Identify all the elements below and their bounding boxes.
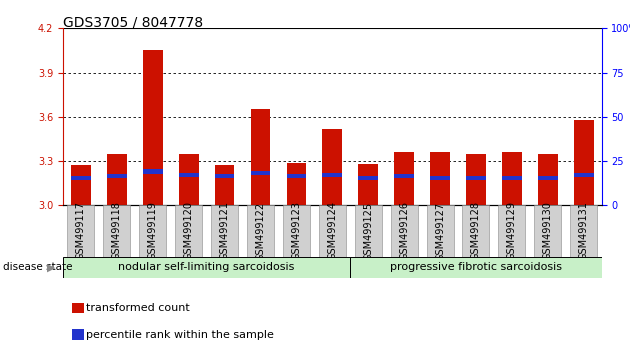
Bar (574, 173, 593, 177)
Bar (107, 175, 127, 178)
Text: GSM499117: GSM499117 (76, 201, 86, 261)
Bar (323, 173, 342, 177)
FancyBboxPatch shape (570, 205, 597, 257)
Bar (107, 154, 127, 205)
Bar (538, 176, 558, 179)
Bar (358, 176, 378, 179)
Text: GSM499119: GSM499119 (148, 201, 158, 261)
FancyBboxPatch shape (247, 205, 274, 257)
FancyBboxPatch shape (63, 257, 350, 278)
Bar (323, 129, 342, 205)
FancyBboxPatch shape (534, 205, 561, 257)
Text: GSM499129: GSM499129 (507, 201, 517, 261)
Bar (251, 171, 270, 175)
Bar (287, 162, 306, 205)
Text: GSM499120: GSM499120 (184, 201, 193, 261)
Text: GDS3705 / 8047778: GDS3705 / 8047778 (63, 16, 203, 30)
FancyBboxPatch shape (283, 205, 310, 257)
Bar (394, 175, 414, 178)
FancyBboxPatch shape (67, 205, 94, 257)
Bar (574, 120, 593, 205)
Bar (502, 152, 522, 205)
Text: GSM499118: GSM499118 (112, 201, 122, 261)
FancyBboxPatch shape (319, 205, 346, 257)
FancyBboxPatch shape (103, 205, 130, 257)
Text: progressive fibrotic sarcoidosis: progressive fibrotic sarcoidosis (390, 262, 562, 272)
Bar (394, 152, 414, 205)
Bar (538, 154, 558, 205)
Bar (143, 51, 163, 205)
Bar (179, 154, 198, 205)
Text: percentile rank within the sample: percentile rank within the sample (86, 330, 274, 339)
Text: GSM499128: GSM499128 (471, 201, 481, 261)
Bar (430, 176, 450, 179)
FancyBboxPatch shape (350, 257, 602, 278)
Text: GSM499131: GSM499131 (579, 201, 588, 261)
FancyBboxPatch shape (211, 205, 238, 257)
Bar (287, 175, 306, 178)
Bar (466, 176, 486, 179)
Bar (502, 176, 522, 179)
FancyBboxPatch shape (355, 205, 382, 257)
Bar (179, 173, 198, 177)
Bar (143, 169, 163, 173)
Text: GSM499121: GSM499121 (220, 201, 229, 261)
Bar (466, 154, 486, 205)
Bar (71, 166, 91, 205)
FancyBboxPatch shape (175, 205, 202, 257)
Text: transformed count: transformed count (86, 303, 190, 313)
Text: GSM499127: GSM499127 (435, 201, 445, 261)
FancyBboxPatch shape (427, 205, 454, 257)
Text: GSM499126: GSM499126 (399, 201, 409, 261)
Text: GSM499130: GSM499130 (543, 201, 553, 261)
Bar (251, 109, 270, 205)
Bar (215, 166, 234, 205)
FancyBboxPatch shape (391, 205, 418, 257)
Text: nodular self-limiting sarcoidosis: nodular self-limiting sarcoidosis (118, 262, 295, 272)
Text: GSM499125: GSM499125 (364, 201, 373, 261)
Bar (215, 175, 234, 178)
Text: GSM499122: GSM499122 (256, 201, 265, 261)
Bar (358, 164, 378, 205)
Text: disease state: disease state (3, 262, 72, 272)
Text: GSM499123: GSM499123 (292, 201, 301, 261)
Text: ▶: ▶ (47, 262, 55, 272)
Text: GSM499124: GSM499124 (328, 201, 337, 261)
FancyBboxPatch shape (462, 205, 490, 257)
Bar (71, 176, 91, 179)
Bar (430, 152, 450, 205)
FancyBboxPatch shape (498, 205, 525, 257)
FancyBboxPatch shape (139, 205, 166, 257)
